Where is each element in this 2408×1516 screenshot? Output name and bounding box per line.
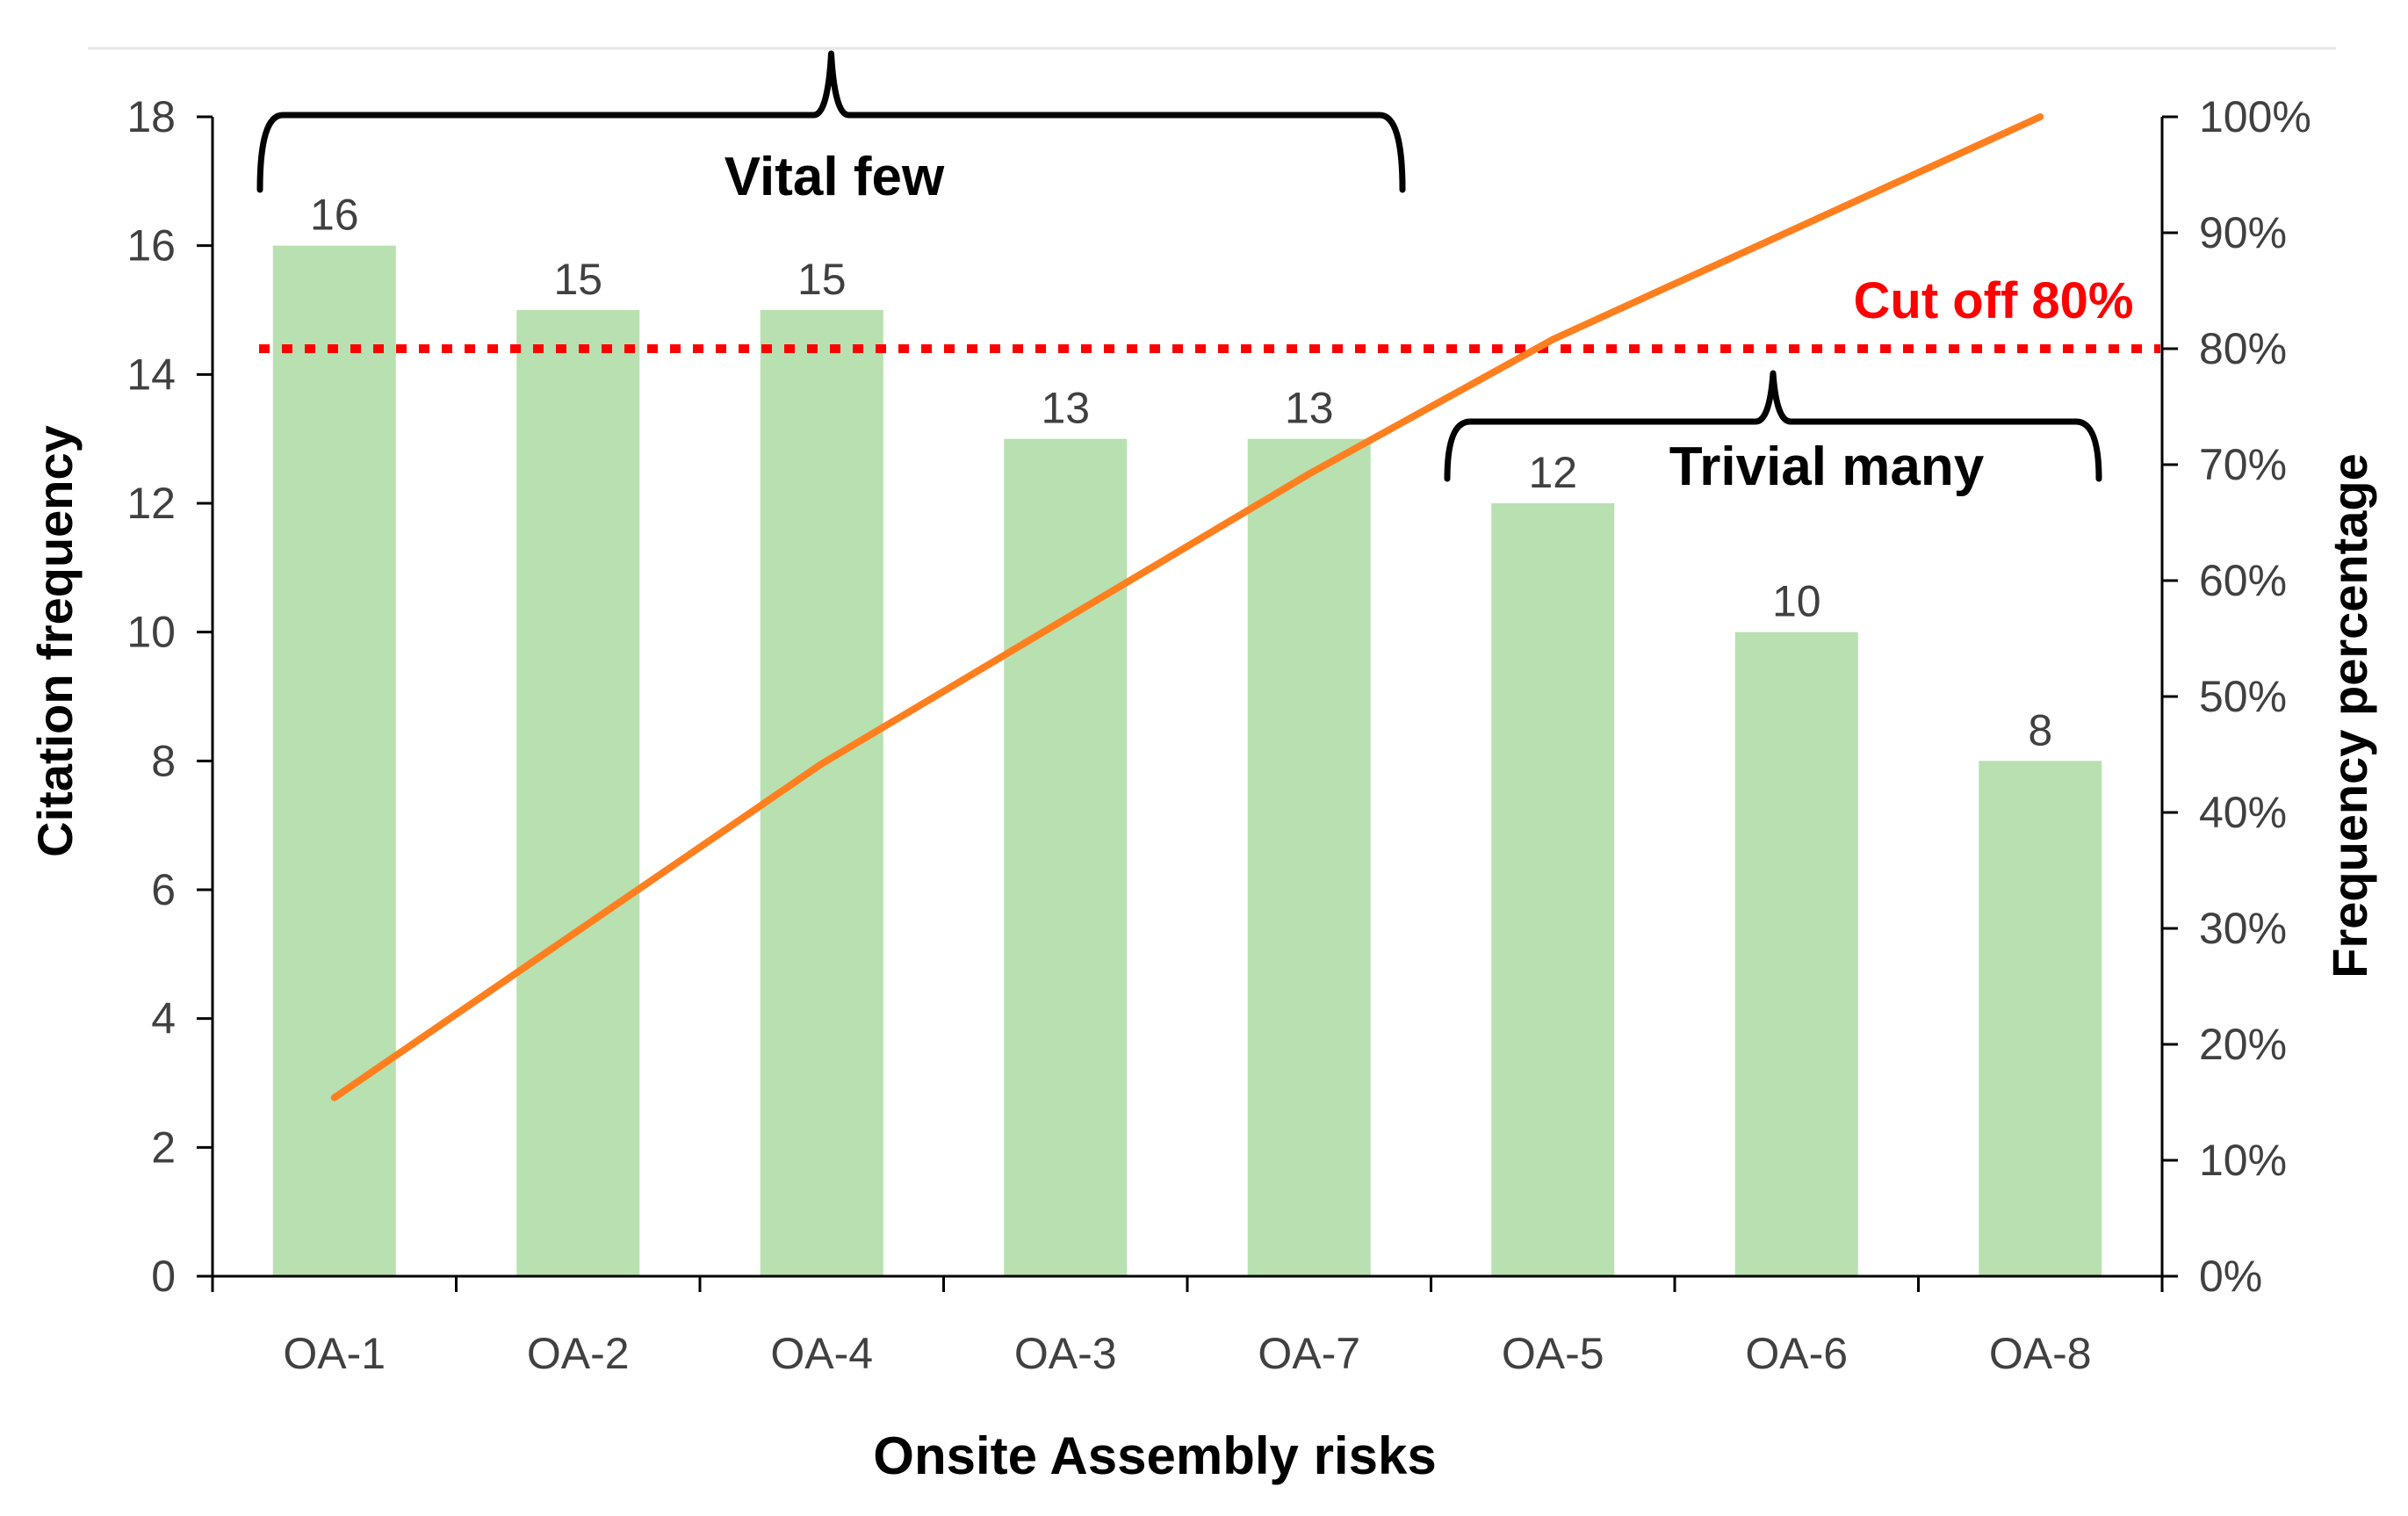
x-tick-label-oa-2: OA-2 xyxy=(527,1329,630,1378)
cutoff-label: Cut off 80% xyxy=(1854,272,2134,329)
bar-oa-6 xyxy=(1734,632,1858,1276)
y2-tick-label: 70% xyxy=(2199,440,2287,489)
x-tick-label-oa-7: OA-7 xyxy=(1258,1329,1360,1378)
x-axis-title: Onsite Assembly risks xyxy=(873,1426,1436,1485)
trivial-many-brace xyxy=(1444,370,2102,482)
x-tick-label-oa-6: OA-6 xyxy=(1745,1329,1848,1378)
y2-tick-label: 80% xyxy=(2199,324,2287,373)
data-label-oa-8: 8 xyxy=(2028,705,2052,754)
label-layer: Onsite Assembly risks Citation frequency… xyxy=(27,147,2377,1485)
y2-axis-title: Frequency percentage xyxy=(2322,453,2377,978)
y-tick-label: 0 xyxy=(151,1252,176,1301)
vital-few-label: Vital few xyxy=(725,147,945,207)
line-point-oa-4 xyxy=(820,762,823,765)
line-point-oa-2 xyxy=(577,929,580,932)
brace-layer xyxy=(256,50,2102,482)
data-label-oa-4: 15 xyxy=(797,255,847,304)
y-tick-label: 6 xyxy=(151,865,176,914)
data-label-oa-5: 12 xyxy=(1528,448,1577,497)
y2-tick-label: 60% xyxy=(2199,556,2287,605)
y2-tick-label: 10% xyxy=(2199,1136,2287,1185)
cumulative-line xyxy=(330,113,2044,1101)
line-layer xyxy=(330,113,2044,1101)
y-tick-label: 8 xyxy=(151,736,176,785)
bar-oa-3 xyxy=(1004,438,1128,1277)
y-tick-label: 18 xyxy=(126,92,176,141)
vital-few-brace xyxy=(256,50,1406,193)
line-point-oa-8 xyxy=(2039,116,2042,118)
axes-layer: 0 2 4 6 8 10 12 14 16 18 0% 10% 20% 30% 40% 50% 60% 70% 80… xyxy=(126,92,2311,1378)
y2-tick-label: 20% xyxy=(2199,1020,2287,1069)
x-tick-label-oa-1: OA-1 xyxy=(283,1329,386,1378)
data-label-oa-6: 10 xyxy=(1772,577,1821,626)
x-tick-label-oa-4: OA-4 xyxy=(770,1329,873,1378)
y-tick-label: 2 xyxy=(151,1123,176,1172)
bar-oa-5 xyxy=(1491,503,1615,1276)
y2-tick-label: 90% xyxy=(2199,208,2287,257)
x-tick-label-oa-8: OA-8 xyxy=(1989,1329,2092,1378)
trivial-many-label: Trivial many xyxy=(1669,437,1985,497)
y-tick-label: 4 xyxy=(151,994,176,1043)
y-tick-label: 10 xyxy=(126,608,176,657)
y2-tick-label: 40% xyxy=(2199,788,2287,837)
line-point-oa-7 xyxy=(1308,473,1310,475)
line-point-oa-1 xyxy=(333,1096,335,1099)
line-point-oa-6 xyxy=(1795,227,1798,229)
line-point-oa-5 xyxy=(1552,338,1554,341)
bar-oa-8 xyxy=(1979,761,2102,1276)
y2-tick-label: 0% xyxy=(2199,1252,2262,1301)
data-label-oa-7: 13 xyxy=(1285,384,1334,433)
y-tick-label: 16 xyxy=(126,221,176,271)
bar-oa-1 xyxy=(272,245,396,1277)
y-tick-label: 12 xyxy=(126,479,176,528)
bar-oa-2 xyxy=(516,310,640,1276)
line-point-oa-3 xyxy=(1064,617,1067,620)
bars-layer: 16 15 15 13 13 12 10 8 xyxy=(272,191,2102,1277)
y2-tick-label: 30% xyxy=(2199,904,2287,953)
bar-oa-7 xyxy=(1247,438,1371,1277)
y-tick-label: 14 xyxy=(126,350,176,399)
data-label-oa-3: 13 xyxy=(1041,384,1090,433)
y2-tick-label: 100% xyxy=(2199,92,2311,141)
x-tick-label-oa-3: OA-3 xyxy=(1014,1329,1117,1378)
y-axis-title: Citation frequency xyxy=(27,425,83,857)
data-label-oa-2: 15 xyxy=(553,255,602,304)
data-label-oa-1: 16 xyxy=(310,191,359,240)
y2-tick-label: 50% xyxy=(2199,672,2287,721)
x-tick-label-oa-5: OA-5 xyxy=(1502,1329,1604,1378)
